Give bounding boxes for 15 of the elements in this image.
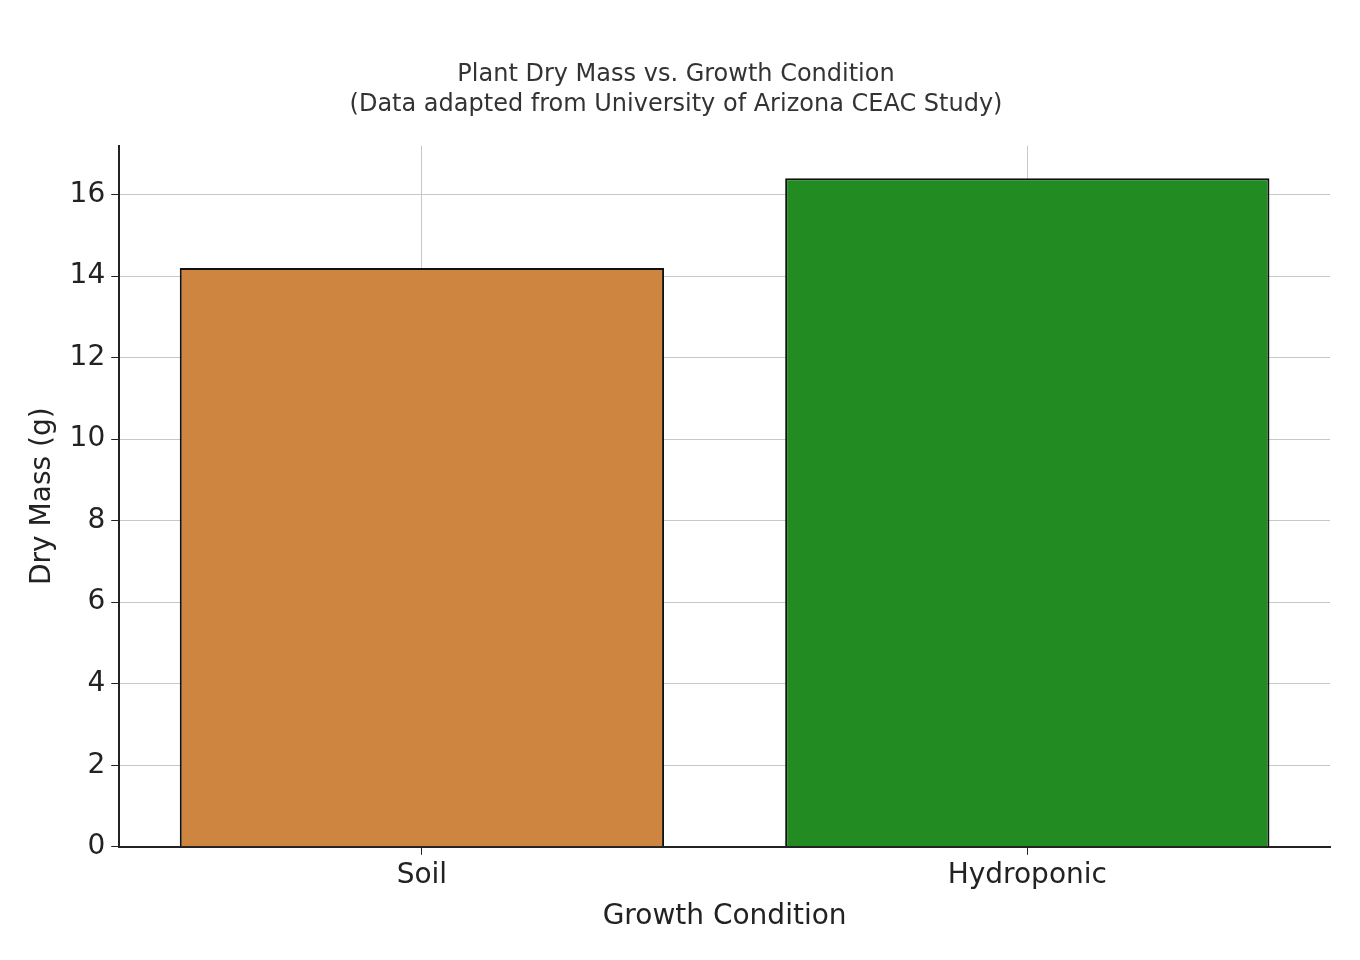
x-tick-label: Hydroponic bbox=[947, 856, 1107, 890]
y-tick-label: 16 bbox=[69, 175, 106, 209]
chart-subtitle: (Data adapted from University of Arizona CEAC Study) bbox=[349, 89, 1003, 118]
x-tick-label: Soil bbox=[396, 856, 448, 890]
y-tick-label: 8 bbox=[87, 501, 106, 535]
y-tick-label: 6 bbox=[87, 583, 106, 617]
y-tick-label: 0 bbox=[87, 828, 106, 862]
y-axis-title: Dry Mass (g) bbox=[24, 407, 58, 585]
y-tick-label: 2 bbox=[87, 746, 106, 780]
y-tick-label: 4 bbox=[87, 665, 106, 699]
y-tick-label: 12 bbox=[69, 338, 106, 372]
chart-title: Plant Dry Mass vs. Growth Condition bbox=[457, 58, 895, 87]
x-axis-title: Growth Condition bbox=[602, 898, 847, 932]
y-tick-label: 14 bbox=[69, 257, 106, 291]
y-tick-label: 10 bbox=[69, 420, 106, 454]
